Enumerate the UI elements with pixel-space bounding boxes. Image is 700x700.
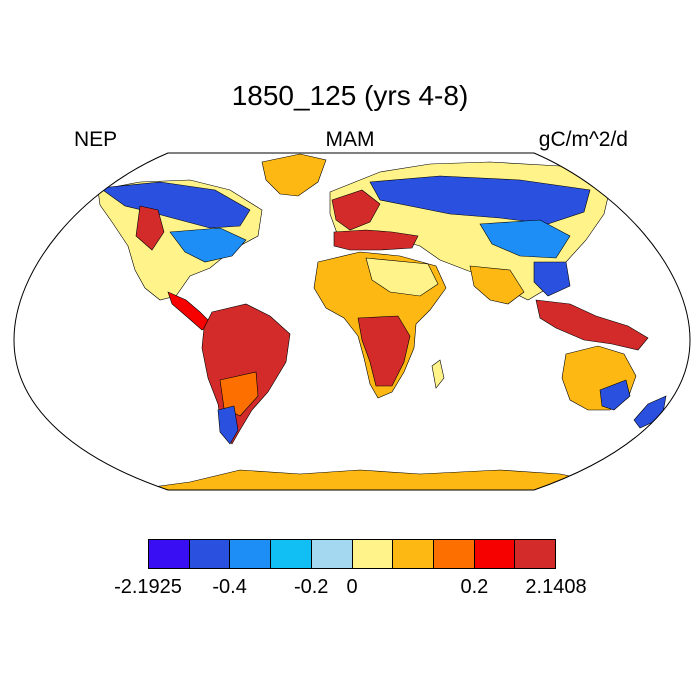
north-america-red (135, 205, 165, 251)
colorbar-tick-label: -0.4 (212, 576, 247, 598)
asia-blue-mid (479, 219, 571, 259)
colorbar-swatch (271, 540, 312, 568)
colorbar (148, 539, 556, 569)
north-america-blue (99, 181, 251, 229)
south-america-blue (217, 405, 239, 445)
colorbar-ticks: -2.1925 -0.4 -0.2 0 0.2 2.1408 (0, 576, 700, 602)
colorbar-swatch (433, 540, 475, 568)
colorbar-tick-label: 0 (346, 576, 358, 598)
new-zealand (633, 395, 667, 429)
map-title: 1850_125 (yrs 4-8) (231, 80, 469, 111)
colorbar-swatch (474, 540, 516, 568)
season-label: MAM (325, 128, 375, 151)
colorbar-tick-label: -2.1925 (114, 576, 182, 598)
colorbar-swatch (149, 540, 190, 568)
asia-warm (469, 265, 525, 305)
mediterranean-red (333, 229, 419, 251)
colorbar-swatch (230, 540, 272, 568)
australia-blue (599, 379, 631, 411)
units-label: gC/m^2/d (538, 128, 628, 151)
colorbar-swatch (393, 540, 434, 568)
north-america-blue-south (169, 227, 247, 263)
colorbar-swatch (515, 540, 556, 568)
greenland (261, 153, 327, 197)
variable-label: NEP (74, 128, 118, 151)
colorbar-swatch (311, 540, 353, 568)
colorbar-tick-label: -0.2 (293, 576, 329, 598)
colorbar-tick-label: 0.2 (460, 576, 489, 598)
africa-sahara (365, 257, 439, 297)
colorbar-swatch (352, 540, 394, 568)
colorbar-tick-label: 2.1408 (525, 576, 587, 598)
south-america-orange (219, 371, 259, 417)
africa-red (357, 315, 411, 387)
colorbar-swatch (189, 540, 231, 568)
europe-red (331, 189, 381, 231)
asia-blue-east (533, 261, 571, 297)
madagascar (431, 359, 445, 389)
globe-outline (13, 152, 691, 491)
southeast-asia (535, 299, 649, 351)
